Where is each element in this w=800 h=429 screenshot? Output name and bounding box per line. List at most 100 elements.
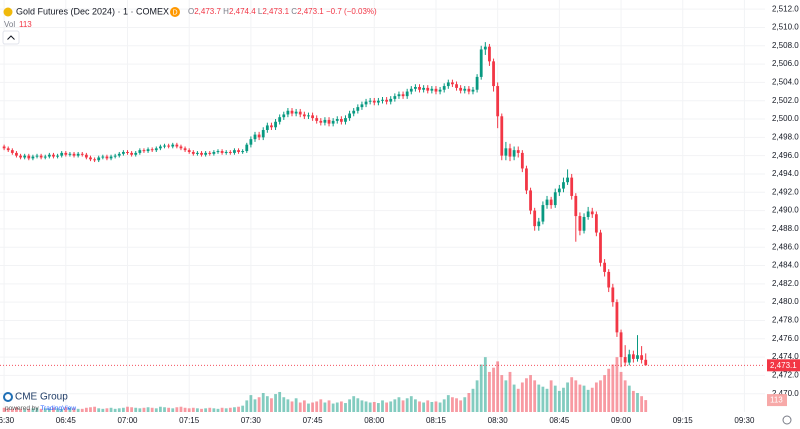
candle-body: [636, 355, 639, 359]
candle-body: [80, 153, 84, 155]
logo-icon: [3, 392, 13, 402]
candle-body: [27, 155, 31, 159]
y-tick-label: 2,510.0: [772, 23, 799, 32]
volume-bar: [72, 408, 76, 412]
volume-bar: [562, 387, 565, 412]
volume-bar: [570, 377, 574, 412]
candle-body: [113, 155, 117, 157]
candle-body: [553, 192, 557, 206]
candle-body: [167, 145, 171, 147]
candle-body: [142, 150, 146, 152]
volume-bar: [385, 402, 389, 412]
symbol-icon: [3, 7, 13, 17]
volume-bar: [607, 368, 611, 412]
volume-bar: [397, 397, 401, 412]
collapse-button[interactable]: [2, 30, 20, 45]
candle-body: [627, 354, 631, 363]
y-tick-label: 2,500.0: [772, 114, 799, 123]
volume-bar: [549, 380, 553, 412]
volume-bar: [35, 407, 39, 412]
candle-body: [270, 125, 273, 128]
candle-body: [393, 96, 397, 99]
candle-body: [245, 144, 249, 152]
candle-body: [586, 211, 590, 217]
settings-icon[interactable]: [782, 415, 792, 425]
candle-body: [331, 120, 335, 124]
volume-bar: [52, 407, 55, 412]
candle-body: [10, 150, 14, 153]
candle-body: [372, 100, 376, 103]
candle-body: [516, 150, 520, 153]
candle-body: [603, 262, 606, 272]
x-tick-label: 08:15: [426, 416, 447, 425]
volume-bar: [2, 407, 6, 412]
candle-body: [607, 271, 611, 288]
volume-bar: [327, 400, 331, 412]
candle-body: [418, 86, 421, 90]
legend-key: H: [223, 7, 229, 16]
volume-bar: [381, 400, 384, 412]
candle-body: [72, 153, 76, 156]
candle-body: [183, 148, 187, 151]
volume-bar: [101, 408, 105, 412]
badge: D: [172, 9, 177, 16]
volume-bar: [270, 398, 273, 412]
candle-body: [508, 148, 512, 157]
candle-body: [360, 104, 364, 108]
candle-body: [590, 211, 594, 215]
x-tick-label: 07:45: [303, 416, 324, 425]
volume-bar: [459, 400, 463, 412]
candle-body: [282, 114, 286, 118]
volume-bar: [302, 400, 306, 412]
candle-body: [405, 91, 409, 97]
x-tick-label: 07:30: [241, 416, 262, 425]
volume-pane: [2, 357, 648, 412]
volume-bar: [257, 397, 261, 412]
volume-bar: [566, 382, 569, 412]
volume-bar: [520, 382, 524, 412]
candle-body: [265, 125, 269, 131]
last-price-label: 2,473.1: [770, 361, 797, 370]
symbol-title[interactable]: Gold Futures (Dec 2024) · 1 · COMEX: [16, 6, 169, 16]
candle-body: [582, 216, 586, 231]
candle-body: [438, 89, 442, 92]
candle-body: [644, 359, 648, 366]
candle-body: [274, 121, 277, 128]
x-tick-label: 07:00: [117, 416, 138, 425]
candle-body: [549, 199, 553, 206]
volume-bar: [134, 407, 138, 412]
candle-body: [397, 94, 401, 97]
candle-body: [442, 86, 446, 90]
volume-bar: [525, 378, 528, 412]
volume-bar: [426, 400, 430, 412]
volume-bar: [463, 397, 467, 412]
volume-bar: [409, 396, 413, 412]
volume-bar: [368, 402, 372, 412]
candles: [2, 42, 648, 368]
volume-bar: [286, 399, 290, 412]
volume-bar: [97, 408, 101, 412]
candle-body: [216, 151, 220, 153]
candle-body: [101, 156, 105, 158]
volume-bar: [47, 408, 51, 412]
y-tick-label: 2,498.0: [772, 132, 799, 141]
y-tick-label: 2,502.0: [772, 96, 799, 105]
volume-bar: [121, 407, 125, 412]
volume-bar: [364, 401, 368, 412]
candle-body: [409, 88, 413, 92]
volume-bar: [599, 380, 602, 412]
volume-bar: [603, 375, 606, 412]
candle-body: [520, 152, 524, 169]
svg-text:powered by TradingView: powered by TradingView: [5, 405, 76, 412]
candle-body: [570, 177, 574, 196]
candle-body: [179, 146, 183, 149]
powered-brand[interactable]: TradingView: [40, 405, 76, 412]
candle-body: [68, 153, 72, 155]
candle-body: [339, 119, 343, 122]
volume-bar: [27, 408, 31, 412]
candle-body: [611, 287, 615, 303]
volume-bar: [31, 408, 35, 412]
y-tick-label: 2,492.0: [772, 187, 799, 196]
candle-body: [401, 94, 405, 97]
volume-bar: [512, 384, 516, 412]
